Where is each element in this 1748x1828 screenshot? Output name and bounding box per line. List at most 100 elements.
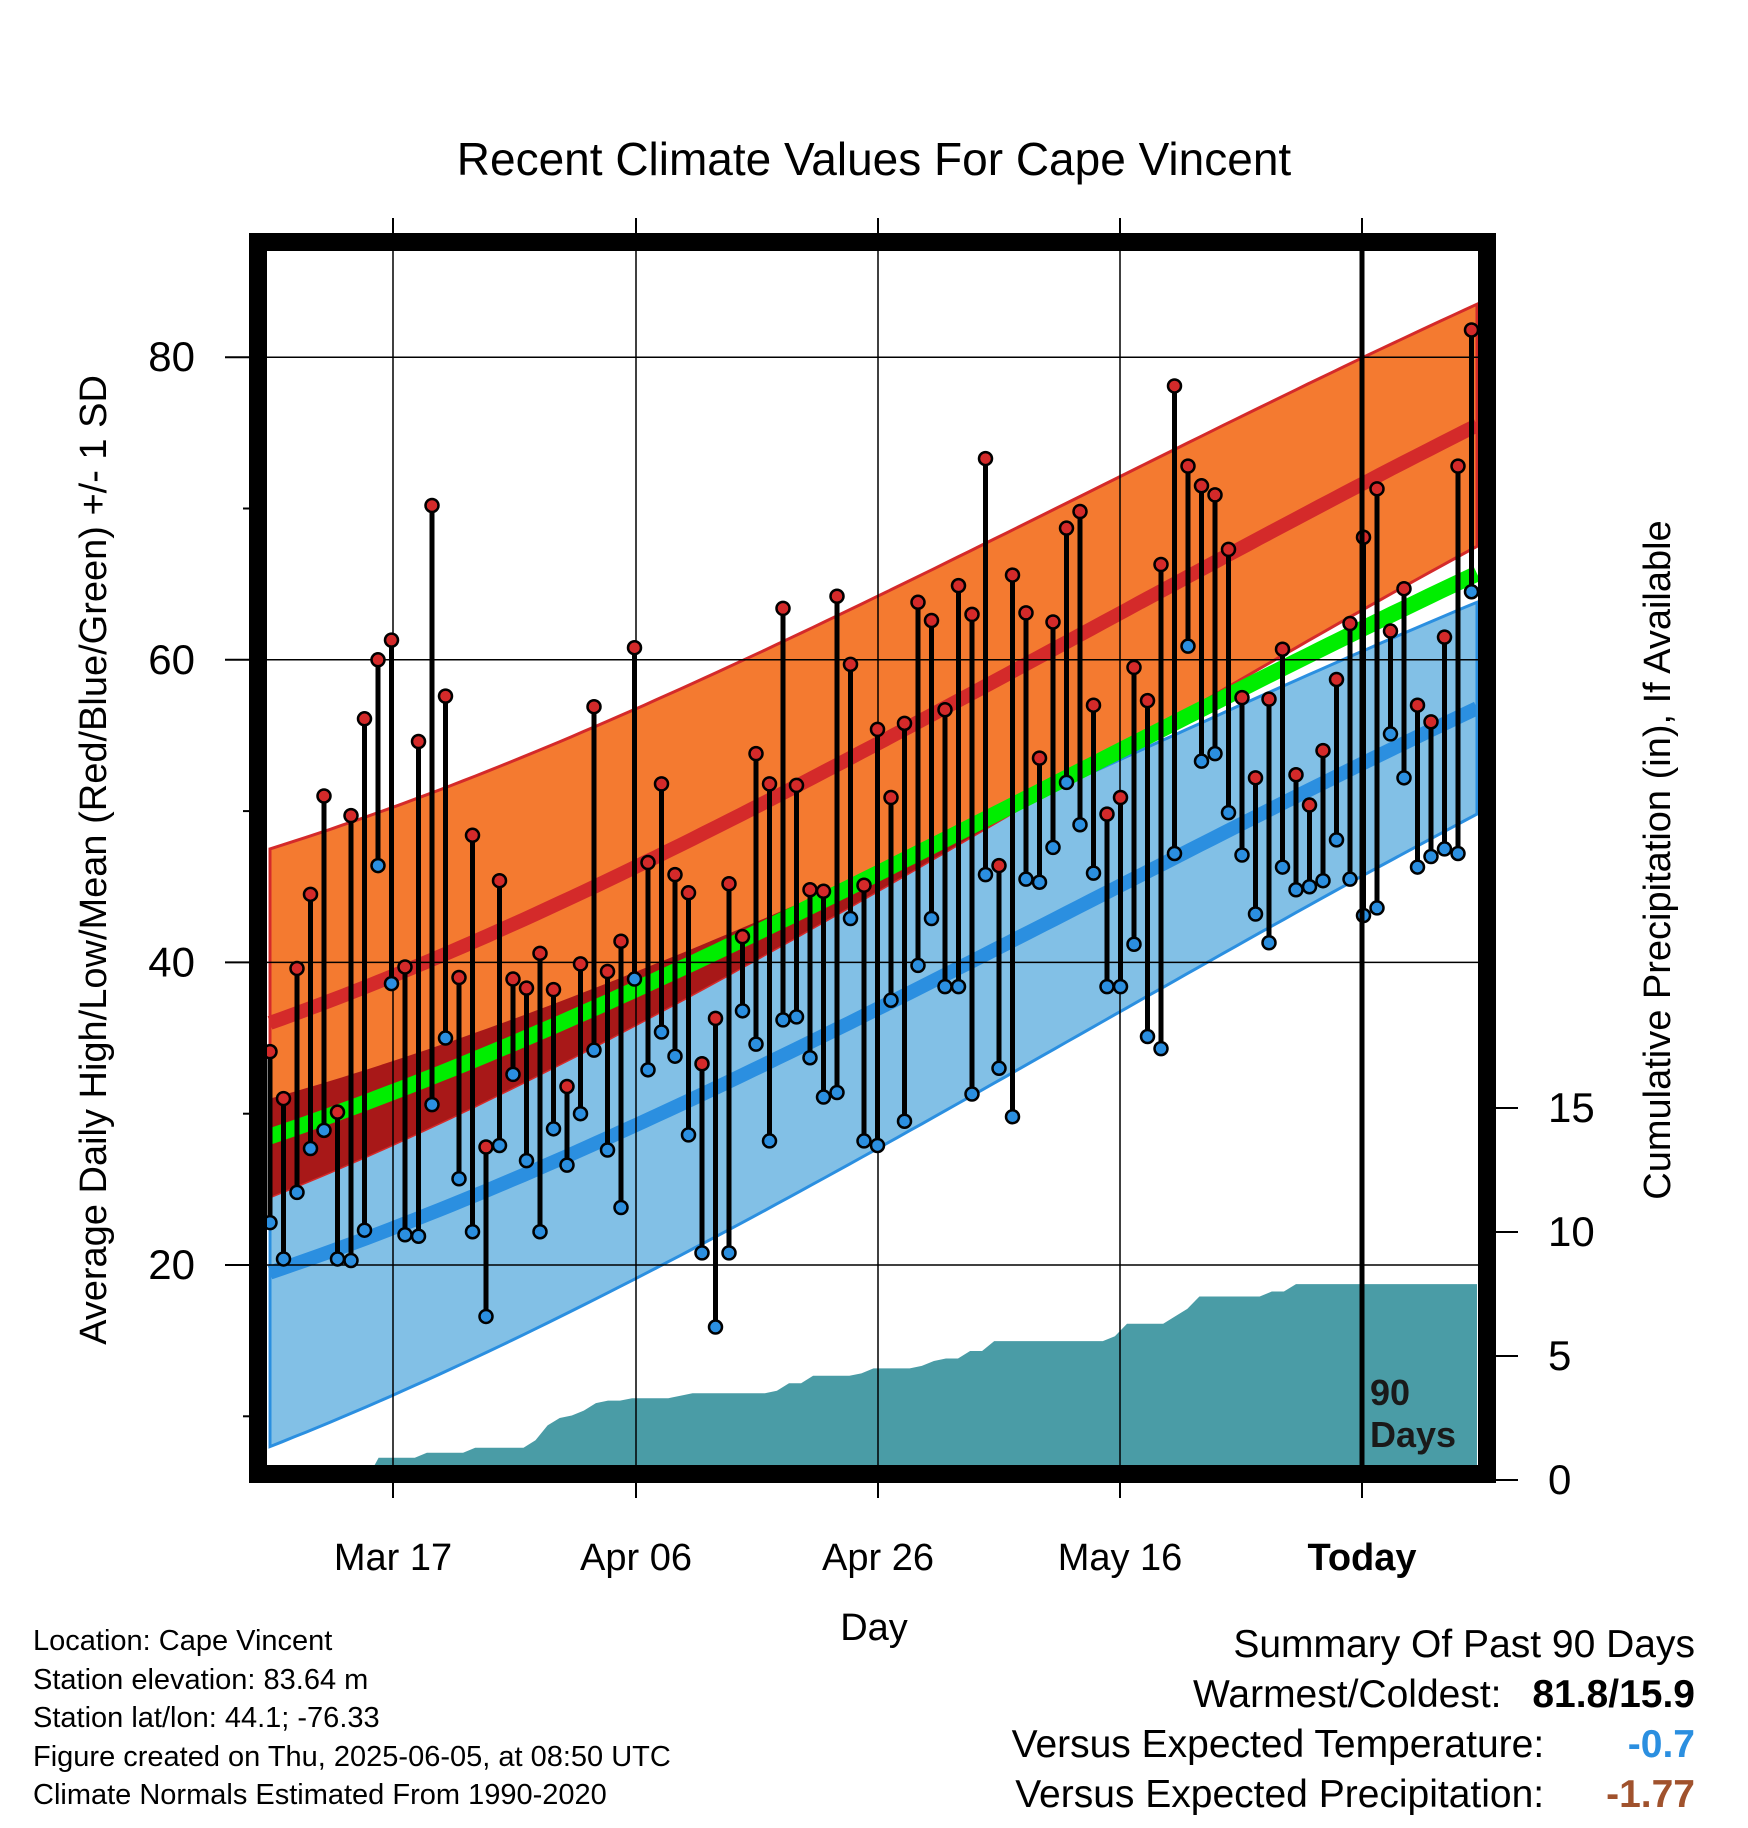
daily-low-point [532,1223,548,1240]
x-tick-label: Apr 26 [822,1537,934,1579]
daily-high-point [1085,697,1102,713]
daily-high-point [545,981,562,998]
daily-high-point [626,639,643,656]
temp-row: Versus Expected Temperature: -0.7 [795,1720,1695,1770]
daily-high-point [923,612,940,629]
precip-area [374,1284,1477,1465]
daily-low-point [316,1122,332,1139]
daily-high-point [289,960,305,977]
daily-high-point [1058,520,1075,536]
daily-low-point [613,1199,629,1216]
daily-high-point [267,1043,278,1060]
daily-low-point [1247,906,1264,922]
daily-high-point [518,980,535,996]
daily-high-point [397,959,413,975]
daily-high-point [1126,659,1142,676]
daily-high-point [1409,697,1426,713]
daily-high-point [343,807,359,824]
daily-high-point [964,606,980,623]
daily-high-point [1153,556,1169,573]
daily-low-point [883,992,899,1008]
daily-low-point [370,857,386,874]
x-tick-label: Mar 17 [334,1537,452,1579]
daily-low-point [707,1319,724,1335]
daily-low-point [491,1137,508,1154]
daily-high-point [734,928,751,945]
daily-high-point [991,857,1007,874]
daily-high-point [586,698,602,715]
daily-low-point [1099,978,1115,995]
y-tick-label-right: 10 [1548,1208,1595,1255]
daily-high-point [329,1104,346,1120]
daily-low-point [748,1036,764,1052]
daily-low-point [505,1066,521,1083]
normals-text: Climate Normals Estimated From 1990-2020 [33,1779,607,1811]
daily-low-point [289,1184,305,1201]
daily-low-point [1369,900,1385,916]
daily-low-point [343,1252,359,1269]
daily-high-point [842,656,859,673]
precip-value: -1.77 [1606,1773,1695,1816]
daily-low-point [1166,845,1183,862]
daily-high-point [883,789,899,806]
daily-low-point [1274,859,1291,875]
daily-high-point [950,577,967,594]
daily-high-point [275,1090,292,1107]
daily-low-point [1409,859,1426,875]
daily-low-point [694,1245,710,1261]
daily-low-point [775,1012,791,1028]
temp-value: -0.7 [1627,1723,1695,1766]
daily-high-point [1328,671,1345,688]
daily-high-point [1112,789,1129,806]
daily-low-point [383,975,400,992]
daily-high-point [599,963,616,980]
daily-high-point [775,600,791,617]
daily-low-point [640,1062,656,1078]
daily-low-point [1153,1040,1169,1057]
daily-low-point [559,1157,575,1173]
daily-low-point [1436,841,1453,857]
daily-high-point [1369,481,1385,497]
daily-low-point [1018,871,1034,887]
daily-low-point [734,1003,751,1019]
daily-low-point [437,1030,454,1046]
daily-high-point [356,711,373,727]
daily-low-point [1382,726,1399,742]
daily-low-point [586,1042,602,1058]
daily-low-point [1315,872,1331,889]
today-days-label: 90 [1370,1372,1410,1413]
daily-low-point [1085,865,1102,881]
daily-high-point [721,875,737,892]
daily-low-point [991,1060,1007,1077]
daily-high-point [761,776,778,792]
daily-low-point [626,971,643,987]
daily-low-point [856,1133,872,1149]
daily-low-point [356,1222,373,1238]
daily-high-point [977,450,994,467]
daily-low-point [1180,638,1196,654]
daily-high-point [667,866,683,883]
daily-low-point [667,1048,683,1064]
daily-low-point [653,1024,670,1040]
daily-high-point [1247,770,1264,786]
y-tick-label-left: 60 [148,636,195,683]
daily-low-point [680,1127,697,1143]
daily-low-point [267,1214,278,1231]
daily-high-point [1207,487,1223,503]
daily-high-point [559,1078,575,1095]
daily-low-point [1234,847,1250,863]
y-tick-label-left: 40 [148,938,195,985]
daily-high-point [910,594,926,611]
warm-cold-row: Warmest/Coldest: 81.8/15.9 [795,1670,1695,1720]
latlon-text: Station lat/lon: 44.1; -76.33 [33,1702,380,1734]
daily-high-point [1342,615,1358,632]
location-text: Location: Cape Vincent [33,1625,333,1657]
daily-low-point [329,1251,346,1267]
daily-low-point [910,957,926,974]
daily-low-point [1112,978,1129,995]
daily-high-point [505,971,521,987]
daily-low-point [1004,1108,1021,1125]
